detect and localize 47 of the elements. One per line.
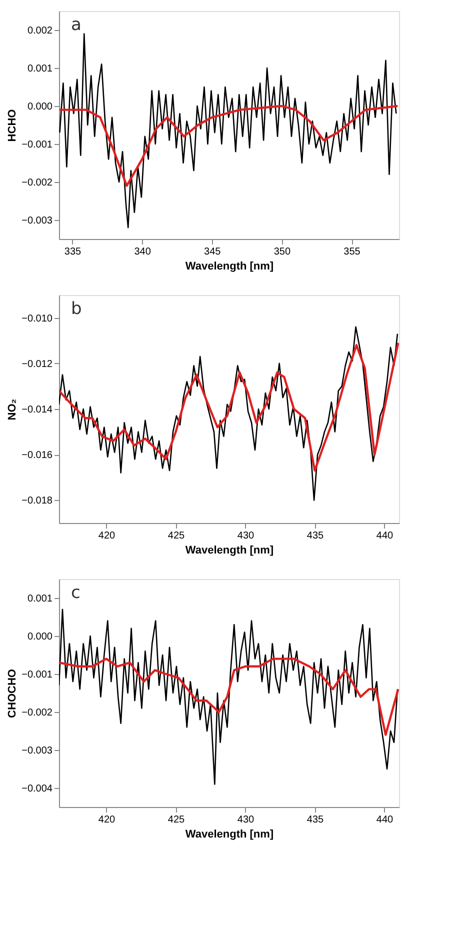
- x-tick-label: 350: [274, 246, 291, 258]
- x-tick-label: 440: [376, 814, 394, 826]
- x-axis-title: Wavelength [nm]: [185, 828, 274, 840]
- y-axis-title: NO₂: [6, 398, 19, 420]
- x-tick-label: 435: [306, 530, 324, 542]
- x-axis-title: Wavelength [nm]: [185, 544, 274, 556]
- y-tick-label: −0.002: [22, 178, 53, 188]
- y-tick-label: 0.001: [27, 594, 53, 604]
- x-tick-label: 340: [134, 246, 152, 258]
- y-axis-title: HCHO: [6, 108, 19, 142]
- line-series: [59, 33, 397, 228]
- y-tick-label: −0.001: [22, 670, 53, 680]
- x-tick-label: 420: [98, 530, 116, 542]
- y-tick-label: −0.012: [22, 358, 53, 370]
- y-tick-label: −0.010: [22, 313, 53, 324]
- line-series: [59, 658, 399, 736]
- x-tick-label: 440: [376, 530, 394, 542]
- x-axis-title: Wavelength [nm]: [185, 260, 274, 272]
- x-tick-label: 345: [204, 246, 222, 258]
- y-tick-label: 0.000: [27, 632, 53, 642]
- y-tick-label: −0.016: [22, 450, 53, 462]
- y-tick-label: −0.004: [22, 784, 53, 794]
- annotation: b: [71, 299, 82, 319]
- y-tick-label: 0.002: [27, 26, 53, 36]
- y-tick-label: 0.001: [27, 64, 53, 74]
- y-tick-label: 0.000: [27, 102, 53, 112]
- y-tick-label: −0.018: [22, 496, 53, 507]
- line-series: [59, 326, 398, 501]
- x-tick-label: 435: [306, 814, 324, 826]
- y-tick-label: −0.002: [22, 708, 53, 718]
- x-tick-label: 335: [64, 246, 82, 258]
- y-tick-label: −0.003: [22, 746, 53, 756]
- annotation: a: [71, 15, 82, 35]
- x-tick-label: 420: [98, 814, 116, 826]
- x-tick-label: 430: [237, 814, 255, 826]
- x-tick-label: 355: [344, 246, 361, 258]
- line-series: [59, 608, 398, 785]
- annotation: c: [71, 583, 80, 603]
- line-series: [59, 104, 399, 187]
- y-tick-label: −0.003: [22, 216, 53, 226]
- y-tick-label: −0.014: [22, 404, 53, 416]
- y-tick-label: −0.001: [22, 140, 53, 150]
- y-axis-title: CHOCHO: [6, 668, 19, 718]
- x-tick-label: 430: [237, 530, 255, 542]
- x-tick-label: 425: [168, 530, 186, 542]
- x-tick-label: 425: [168, 814, 186, 826]
- line-series: [59, 342, 399, 472]
